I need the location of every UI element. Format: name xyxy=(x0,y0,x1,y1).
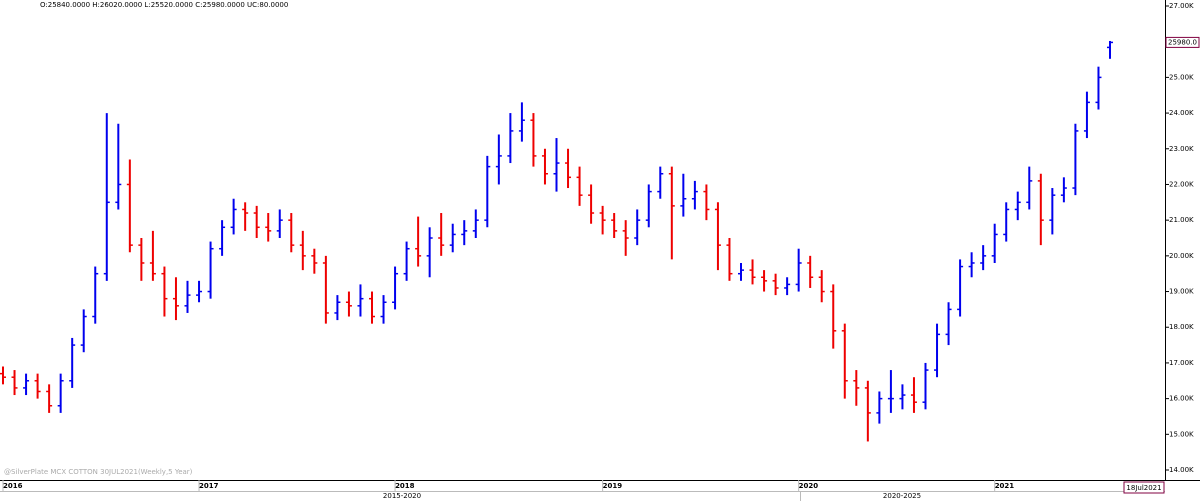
y-tick-label: 22.00K xyxy=(1169,180,1194,188)
y-tick-label: 15.00K xyxy=(1169,430,1194,438)
x-tick-label: 2017 xyxy=(199,482,219,490)
watermark: @SilverPlate MCX COTTON 30JUL2021(Weekly… xyxy=(4,468,193,476)
y-tick-label: 23.00K xyxy=(1169,145,1194,153)
period-label: 2015-2020 xyxy=(383,492,421,500)
date-label: 18Jul2021 xyxy=(1126,484,1161,492)
date-box xyxy=(1123,481,1165,494)
y-tick-label: 24.00K xyxy=(1169,109,1194,117)
last-price-label: 25980.0 xyxy=(1168,38,1197,46)
y-tick-label: 27.00K xyxy=(1169,2,1194,10)
y-tick-label: 16.00K xyxy=(1169,395,1194,403)
last-price-box xyxy=(1165,36,1200,48)
y-tick-label: 21.00K xyxy=(1169,216,1194,224)
y-tick-label: 19.00K xyxy=(1169,288,1194,296)
x-tick-label: 2016 xyxy=(3,482,23,490)
y-tick-label: 20.00K xyxy=(1169,252,1194,260)
y-tick-label: 14.00K xyxy=(1169,466,1194,474)
x-tick-label: 2020 xyxy=(799,482,819,490)
x-tick-label: 2019 xyxy=(603,482,623,490)
x-tick-label: 2018 xyxy=(395,482,415,490)
ohlc-header: O:25840.0000 H:26020.0000 L:25520.0000 C… xyxy=(40,1,288,9)
y-tick-label: 18.00K xyxy=(1169,323,1194,331)
period-label: 2020-2025 xyxy=(883,492,921,500)
y-tick-label: 17.00K xyxy=(1169,359,1194,367)
y-tick-label: 25.00K xyxy=(1169,73,1194,81)
x-tick-label: 2021 xyxy=(995,482,1015,490)
